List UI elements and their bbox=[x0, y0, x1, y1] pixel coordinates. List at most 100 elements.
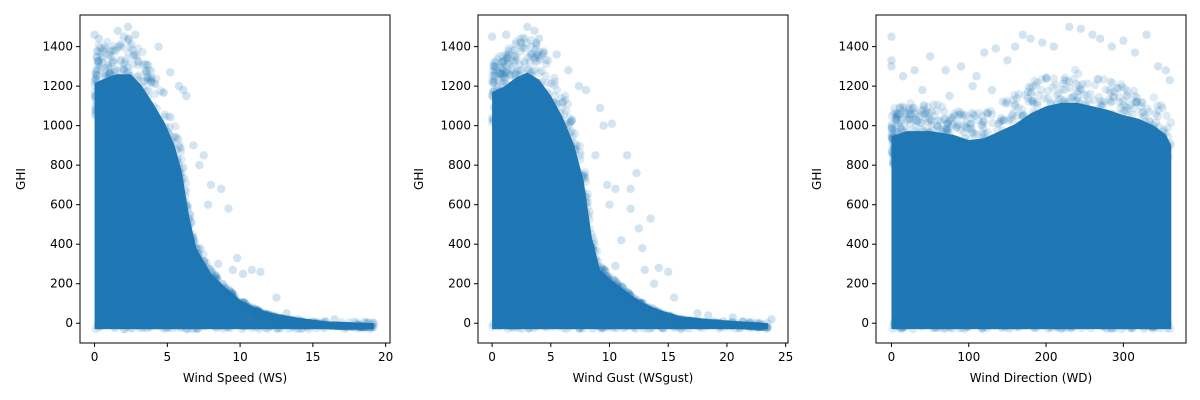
scatter-point bbox=[590, 237, 599, 246]
scatter-point bbox=[729, 320, 739, 330]
scatter-point bbox=[161, 319, 171, 329]
scatter-point bbox=[555, 108, 564, 118]
scatter-point bbox=[303, 322, 312, 331]
scatter-point bbox=[1073, 118, 1083, 127]
scatter-point bbox=[1074, 69, 1083, 78]
scatter-point bbox=[1098, 322, 1107, 331]
scatter-point bbox=[253, 307, 262, 316]
scatter-point bbox=[231, 296, 241, 306]
scatter-point bbox=[892, 116, 901, 125]
scatter-point bbox=[222, 323, 231, 332]
scatter-point bbox=[286, 315, 296, 325]
scatter-point bbox=[758, 322, 767, 331]
scatter-point bbox=[547, 322, 557, 332]
scatter-point bbox=[263, 310, 272, 320]
scatter-point bbox=[630, 294, 639, 304]
scatter-point bbox=[211, 270, 221, 280]
scatter-point bbox=[732, 320, 741, 330]
scatter-point bbox=[1040, 94, 1049, 103]
scatter-point bbox=[602, 180, 612, 190]
scatter-point bbox=[359, 324, 368, 333]
scatter-point bbox=[671, 313, 680, 323]
scatter-point bbox=[95, 101, 104, 110]
scatter-point bbox=[953, 119, 963, 128]
scatter-point bbox=[256, 310, 265, 320]
scatter-point bbox=[532, 38, 541, 48]
scatter-point bbox=[491, 101, 501, 111]
scatter-point bbox=[1137, 98, 1146, 107]
scatter-point bbox=[895, 323, 904, 333]
scatter-point bbox=[602, 273, 612, 282]
scatter-point bbox=[588, 244, 598, 253]
scatter-point bbox=[621, 288, 630, 297]
scatter-point bbox=[494, 77, 503, 86]
scatter-point bbox=[927, 120, 936, 130]
scatter-point bbox=[664, 267, 673, 277]
scatter-point bbox=[1151, 130, 1160, 139]
scatter-point bbox=[1033, 78, 1042, 87]
scatter-point bbox=[514, 91, 523, 100]
scatter-point bbox=[119, 32, 128, 41]
scatter-point bbox=[1070, 65, 1080, 75]
scatter-point bbox=[313, 321, 323, 331]
scatter-point bbox=[1046, 98, 1056, 107]
scatter-point bbox=[118, 64, 127, 74]
scatter-point bbox=[598, 272, 607, 282]
scatter-point bbox=[971, 155, 981, 164]
scatter-point bbox=[933, 322, 943, 331]
scatter-point bbox=[194, 256, 204, 266]
scatter-point bbox=[1059, 115, 1068, 124]
scatter-point bbox=[105, 68, 114, 78]
scatter-point bbox=[555, 317, 564, 327]
scatter-point bbox=[557, 93, 566, 103]
scatter-point bbox=[1006, 113, 1015, 123]
scatter-point bbox=[293, 317, 302, 326]
scatter-point bbox=[319, 317, 329, 326]
scatter-point bbox=[138, 47, 147, 57]
scatter-point bbox=[227, 288, 236, 297]
scatter-point bbox=[338, 321, 347, 331]
scatter-point bbox=[709, 318, 718, 328]
scatter-point bbox=[165, 122, 175, 132]
scatter-point bbox=[326, 321, 336, 330]
scatter-point bbox=[516, 34, 525, 43]
scatter-point bbox=[149, 101, 158, 111]
scatter-point bbox=[1065, 106, 1074, 116]
scatter-point bbox=[271, 317, 280, 327]
scatter-point bbox=[108, 45, 118, 55]
scatter-point bbox=[138, 318, 148, 328]
scatter-point bbox=[487, 76, 497, 86]
scatter-point bbox=[944, 158, 954, 168]
scatter-point bbox=[1106, 98, 1115, 107]
scatter-point bbox=[276, 314, 285, 324]
scatter-point bbox=[641, 303, 650, 312]
scatter-point bbox=[1078, 317, 1088, 327]
scatter-point bbox=[706, 318, 716, 328]
scatter-point bbox=[1109, 87, 1119, 96]
scatter-point bbox=[753, 322, 762, 331]
scatter-point bbox=[532, 49, 541, 59]
scatter-point bbox=[1104, 127, 1113, 136]
scatter-point bbox=[497, 58, 506, 67]
scatter-point bbox=[159, 88, 169, 97]
x-tick-label: 5 bbox=[164, 350, 172, 364]
scatter-point bbox=[579, 174, 589, 183]
scatter-point bbox=[175, 142, 184, 152]
scatter-point bbox=[711, 319, 721, 328]
scatter-point bbox=[355, 322, 365, 331]
scatter-point bbox=[891, 154, 900, 163]
scatter-point bbox=[276, 324, 286, 333]
scatter-point bbox=[714, 320, 723, 329]
x-tick-label: 20 bbox=[378, 350, 393, 364]
scatter-point bbox=[549, 317, 558, 326]
scatter-point bbox=[997, 130, 1007, 139]
scatter-point bbox=[190, 239, 199, 248]
scatter-point bbox=[1117, 324, 1126, 334]
scatter-point bbox=[244, 319, 254, 329]
scatter-point bbox=[1074, 87, 1083, 96]
scatter-point bbox=[900, 144, 909, 153]
scatter-point bbox=[976, 318, 985, 327]
scatter-point bbox=[573, 317, 582, 327]
scatter-point bbox=[491, 68, 500, 78]
scatter-point bbox=[295, 317, 304, 327]
